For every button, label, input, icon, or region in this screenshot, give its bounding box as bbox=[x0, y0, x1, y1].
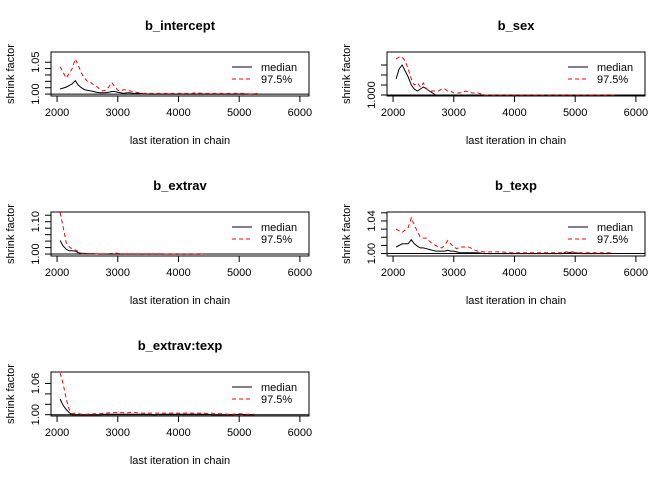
x-tick-label: 6000 bbox=[624, 267, 648, 279]
x-tick-label: 2000 bbox=[45, 267, 69, 279]
legend-label: 97.5% bbox=[597, 234, 628, 246]
series-line-97-5 bbox=[395, 56, 618, 96]
x-tick-label: 2000 bbox=[45, 107, 69, 119]
y-axis-label: shrink factor bbox=[5, 364, 17, 424]
y-tick-label: 1.06 bbox=[30, 373, 42, 394]
series-line-median bbox=[59, 79, 258, 95]
x-tick-label: 4000 bbox=[166, 427, 190, 439]
y-axis-label: shrink factor bbox=[5, 44, 17, 104]
series-line-97-5 bbox=[395, 216, 612, 254]
legend-label: median bbox=[261, 222, 297, 234]
x-tick-label: 3000 bbox=[442, 107, 466, 119]
y-axis-label: shrink factor bbox=[341, 44, 353, 104]
x-axis-label: last iteration in chain bbox=[130, 295, 230, 307]
series-line-median bbox=[395, 64, 618, 96]
x-tick-label: 3000 bbox=[106, 427, 130, 439]
x-tick-label: 5000 bbox=[227, 267, 251, 279]
legend-label: 97.5% bbox=[597, 74, 628, 86]
x-tick-label: 2000 bbox=[381, 267, 405, 279]
y-tick-label: 1.000 bbox=[366, 81, 378, 109]
plot-frame bbox=[50, 51, 310, 97]
series-line-97-5 bbox=[59, 212, 203, 255]
x-tick-label: 2000 bbox=[381, 107, 405, 119]
panel-title: b_extrav:texp bbox=[138, 338, 223, 353]
x-tick-label: 3000 bbox=[106, 267, 130, 279]
x-tick-label: 3000 bbox=[442, 267, 466, 279]
x-axis-label: last iteration in chain bbox=[130, 455, 230, 467]
plot-frame bbox=[50, 211, 310, 257]
y-tick-label: 1.04 bbox=[366, 210, 378, 231]
plot-frame bbox=[386, 211, 646, 257]
y-axis-label: shrink factor bbox=[5, 204, 17, 264]
series-line-97-5 bbox=[59, 372, 255, 415]
x-tick-label: 4000 bbox=[166, 107, 190, 119]
x-tick-label: 4000 bbox=[502, 107, 526, 119]
y-tick-label: 1.05 bbox=[30, 51, 42, 72]
panel-b-sex: b_sex 2000 3000 4000 5000 6000 1.000 last itera… bbox=[341, 18, 648, 147]
legend-label: median bbox=[597, 62, 633, 74]
y-tick-label: 1.00 bbox=[30, 243, 42, 264]
legend-label: 97.5% bbox=[261, 74, 292, 86]
x-tick-label: 5000 bbox=[563, 107, 587, 119]
panel-b-texp: b_texp 2000 3000 4000 5000 6000 1.00 1.04 last i… bbox=[341, 178, 648, 307]
x-tick-label: 5000 bbox=[563, 267, 587, 279]
y-tick-label: 1.00 bbox=[30, 83, 42, 104]
x-axis-label: last iteration in chain bbox=[466, 135, 566, 147]
x-tick-label: 5000 bbox=[227, 427, 251, 439]
series-line-median bbox=[59, 240, 203, 255]
panel-b-intercept: b_intercept 2000 3000 4000 5000 6000 1.00 1.05 l… bbox=[5, 18, 312, 147]
x-tick-label: 2000 bbox=[45, 427, 69, 439]
y-tick-label: 1.00 bbox=[30, 404, 42, 425]
series-line-97-5 bbox=[59, 57, 258, 95]
x-tick-label: 4000 bbox=[166, 267, 190, 279]
panel-b-extrav: b_extrav 2000 3000 4000 5000 6000 1.00 1.10 last… bbox=[5, 178, 312, 307]
x-axis-label: last iteration in chain bbox=[130, 135, 230, 147]
series-line-median bbox=[395, 238, 612, 255]
panel-title: b_extrav bbox=[153, 178, 207, 193]
plot-frame bbox=[386, 51, 646, 97]
panel-title: b_sex bbox=[498, 18, 536, 33]
x-tick-label: 5000 bbox=[227, 107, 251, 119]
y-tick-label: 1.00 bbox=[366, 243, 378, 264]
legend-label: 97.5% bbox=[261, 394, 292, 406]
legend-label: 97.5% bbox=[261, 234, 292, 246]
x-tick-label: 6000 bbox=[288, 427, 312, 439]
x-tick-label: 6000 bbox=[624, 107, 648, 119]
y-tick-label: 1.10 bbox=[30, 211, 42, 232]
legend-label: median bbox=[597, 222, 633, 234]
panel-b-extrav-texp: b_extrav:texp 2000 3000 4000 5000 6000 1.00 1.0… bbox=[5, 338, 312, 467]
y-axis-label: shrink factor bbox=[341, 204, 353, 264]
x-tick-label: 4000 bbox=[502, 267, 526, 279]
x-tick-label: 3000 bbox=[106, 107, 130, 119]
series-line-median bbox=[59, 398, 255, 416]
legend-label: median bbox=[261, 382, 297, 394]
legend-label: median bbox=[261, 62, 297, 74]
x-tick-label: 6000 bbox=[288, 267, 312, 279]
panel-title: b_intercept bbox=[145, 18, 216, 33]
x-axis-label: last iteration in chain bbox=[466, 295, 566, 307]
x-tick-label: 6000 bbox=[288, 107, 312, 119]
panel-title: b_texp bbox=[495, 178, 537, 193]
